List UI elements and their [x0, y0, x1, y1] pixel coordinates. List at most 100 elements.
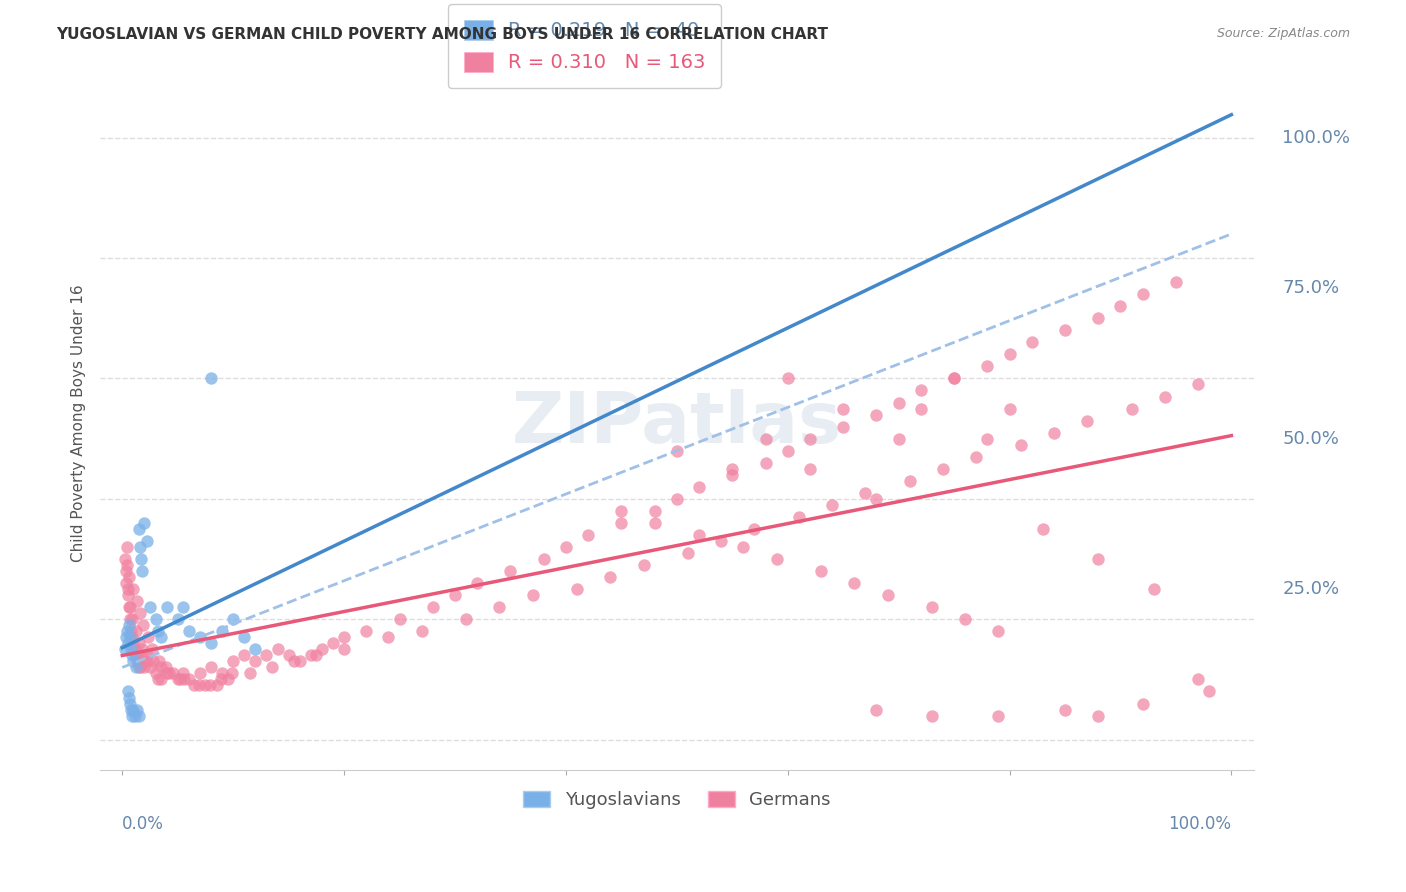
Yugoslavians — [139, 600, 162, 615]
Germans — [644, 504, 666, 518]
Germans — [139, 660, 162, 674]
Germans — [610, 516, 633, 530]
Germans — [953, 612, 976, 626]
Yugoslavians — [200, 371, 222, 385]
Germans — [136, 630, 159, 644]
Germans — [115, 558, 138, 572]
Yugoslavians — [172, 600, 194, 615]
Germans — [832, 401, 855, 416]
Germans — [177, 673, 200, 687]
Germans — [522, 588, 544, 602]
Germans — [1198, 684, 1220, 698]
Yugoslavians — [128, 708, 150, 723]
Text: 50.0%: 50.0% — [1282, 430, 1340, 448]
Germans — [721, 462, 744, 476]
Yugoslavians — [145, 612, 167, 626]
Germans — [444, 588, 467, 602]
Germans — [710, 533, 733, 548]
Yugoslavians — [117, 636, 139, 650]
Yugoslavians — [118, 690, 141, 705]
Yugoslavians — [115, 624, 138, 639]
Germans — [898, 474, 921, 488]
Germans — [1010, 438, 1032, 452]
Germans — [1153, 390, 1175, 404]
Germans — [887, 432, 910, 446]
Yugoslavians — [124, 660, 146, 674]
Germans — [150, 660, 173, 674]
Germans — [209, 673, 232, 687]
Germans — [183, 678, 205, 692]
Germans — [121, 630, 143, 644]
Germans — [120, 624, 142, 639]
Germans — [322, 636, 344, 650]
Germans — [145, 666, 167, 681]
Text: ZIPatlas: ZIPatlas — [512, 389, 842, 458]
Germans — [943, 371, 966, 385]
Yugoslavians — [122, 702, 145, 716]
Yugoslavians — [114, 642, 136, 657]
Yugoslavians — [121, 648, 143, 663]
Yugoslavians — [120, 702, 142, 716]
Germans — [121, 612, 143, 626]
Germans — [132, 618, 155, 632]
Germans — [965, 450, 987, 464]
Germans — [787, 509, 810, 524]
Legend: Yugoslavians, Germans: Yugoslavians, Germans — [516, 783, 838, 816]
Germans — [776, 443, 799, 458]
Germans — [124, 642, 146, 657]
Germans — [233, 648, 256, 663]
Germans — [135, 654, 157, 668]
Germans — [211, 666, 233, 681]
Germans — [799, 432, 821, 446]
Yugoslavians — [129, 552, 152, 566]
Germans — [131, 642, 153, 657]
Germans — [998, 347, 1021, 361]
Yugoslavians — [188, 630, 211, 644]
Germans — [169, 673, 191, 687]
Yugoslavians — [128, 522, 150, 536]
Germans — [162, 666, 184, 681]
Germans — [910, 401, 932, 416]
Germans — [1132, 697, 1154, 711]
Yugoslavians — [150, 630, 173, 644]
Germans — [148, 654, 170, 668]
Germans — [124, 648, 146, 663]
Germans — [422, 600, 444, 615]
Germans — [187, 678, 209, 692]
Germans — [1076, 414, 1098, 428]
Germans — [910, 384, 932, 398]
Germans — [555, 540, 578, 554]
Germans — [576, 528, 599, 542]
Germans — [128, 660, 150, 674]
Yugoslavians — [177, 624, 200, 639]
Germans — [855, 485, 877, 500]
Yugoslavians — [118, 618, 141, 632]
Y-axis label: Child Poverty Among Boys Under 16: Child Poverty Among Boys Under 16 — [72, 285, 86, 563]
Germans — [799, 462, 821, 476]
Germans — [488, 600, 510, 615]
Germans — [887, 395, 910, 409]
Germans — [665, 443, 688, 458]
Germans — [194, 678, 217, 692]
Germans — [239, 666, 262, 681]
Text: 25.0%: 25.0% — [1282, 580, 1340, 599]
Germans — [134, 660, 156, 674]
Yugoslavians — [233, 630, 256, 644]
Germans — [114, 576, 136, 591]
Germans — [388, 612, 411, 626]
Germans — [311, 642, 333, 657]
Germans — [665, 491, 688, 506]
Germans — [277, 648, 299, 663]
Yugoslavians — [222, 612, 245, 626]
Germans — [221, 666, 243, 681]
Yugoslavians — [120, 642, 142, 657]
Germans — [565, 582, 588, 596]
Germans — [260, 660, 283, 674]
Germans — [122, 636, 145, 650]
Germans — [1053, 323, 1076, 337]
Germans — [1143, 582, 1166, 596]
Germans — [633, 558, 655, 572]
Germans — [865, 491, 887, 506]
Yugoslavians — [146, 624, 169, 639]
Germans — [644, 516, 666, 530]
